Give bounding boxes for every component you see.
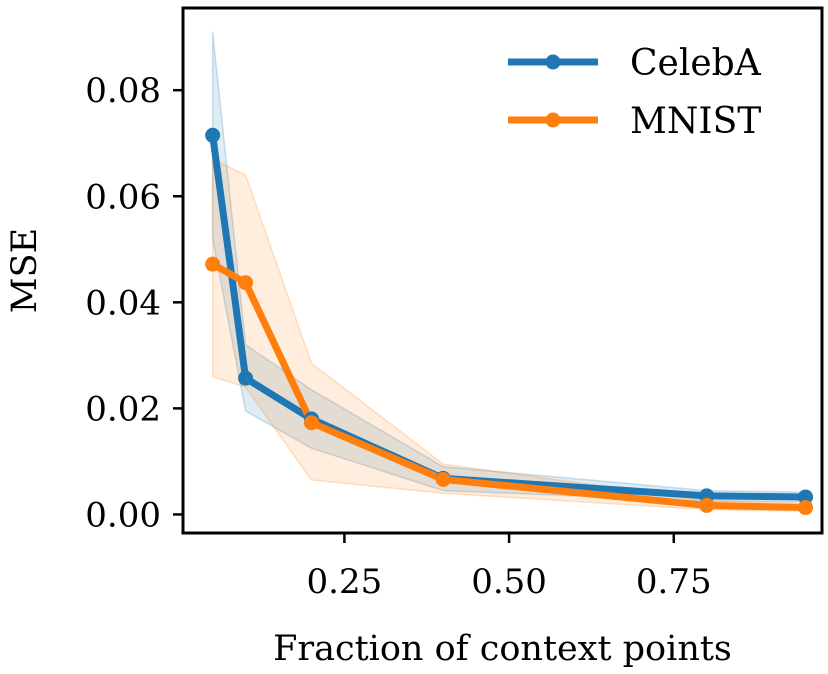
y-tick-label: 0.00 <box>85 495 161 535</box>
y-tick-label: 0.02 <box>85 389 161 429</box>
celeba-point <box>798 489 814 505</box>
celeba-point <box>205 127 221 143</box>
y-tick-label: 0.08 <box>85 71 161 111</box>
y-tick-label: 0.06 <box>85 177 161 217</box>
plot-frame <box>181 6 824 535</box>
mnist-point <box>238 275 254 291</box>
x-tick-label: 0.50 <box>471 562 547 602</box>
mnist-point <box>798 500 814 516</box>
legend-mnist-label: MNIST <box>630 101 761 142</box>
x-tick-label: 0.25 <box>307 562 383 602</box>
mnist-point <box>303 415 319 431</box>
series-points <box>205 127 814 516</box>
celeba-point <box>238 370 254 386</box>
y-axis: 0.00 0.02 0.04 0.06 0.08 <box>85 71 183 535</box>
x-axis-label: Fraction of context points <box>273 629 732 669</box>
x-axis: 0.25 0.50 0.75 <box>307 533 712 602</box>
mnist-point <box>205 256 221 272</box>
legend-celeba-label: CelebA <box>630 43 762 84</box>
legend-mnist-marker <box>545 112 561 128</box>
x-tick-label: 0.75 <box>636 562 712 602</box>
y-axis-label: MSE <box>5 228 45 313</box>
mnist-point <box>699 497 715 513</box>
y-tick-label: 0.04 <box>85 283 161 323</box>
legend: CelebA MNIST <box>508 43 762 142</box>
mnist-point <box>435 471 451 487</box>
legend-celeba-marker <box>545 54 561 70</box>
